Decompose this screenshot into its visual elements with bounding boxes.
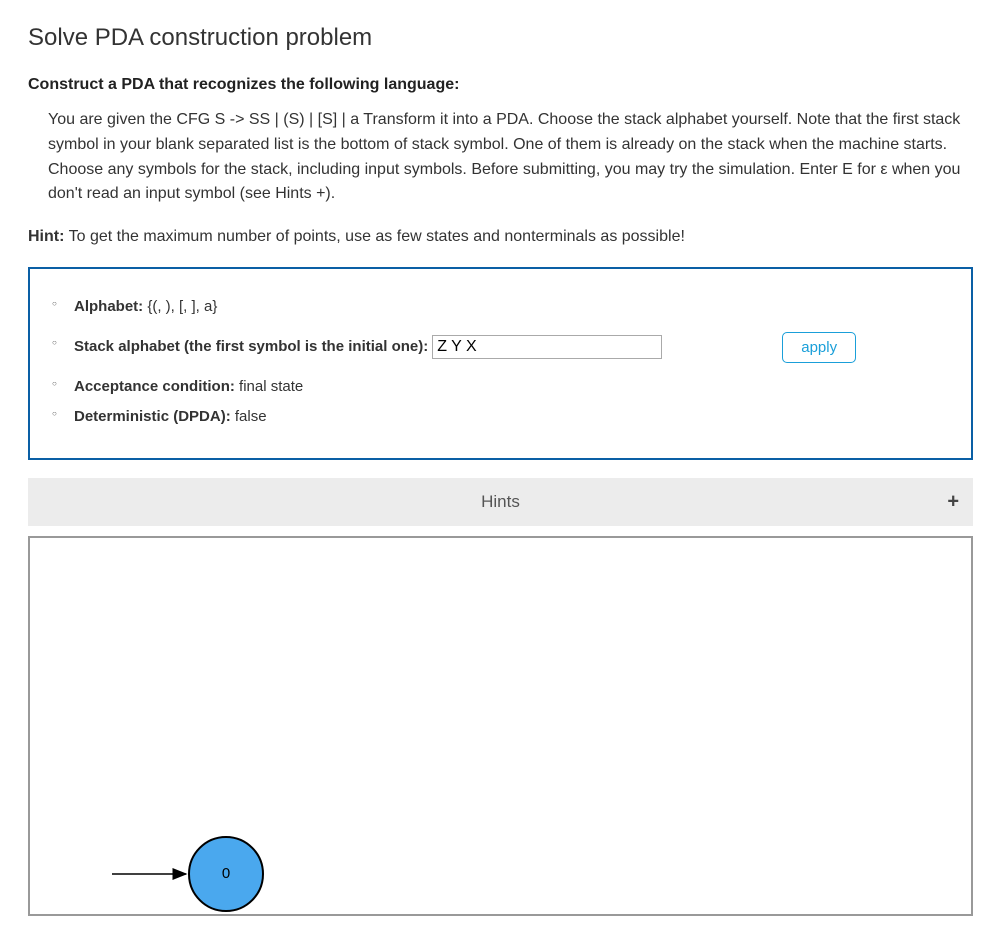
deterministic-value: false [231,408,267,425]
deterministic-label: Deterministic (DPDA): [74,408,231,425]
alphabet-label: Alphabet: [74,298,143,315]
acceptance-value: final state [235,378,303,395]
hint-label: Hint: [28,228,64,245]
problem-description: You are given the CFG S -> SS | (S) | [S… [48,108,973,207]
prompt-heading: Construct a PDA that recognizes the foll… [28,76,973,94]
hint-line: Hint: To get the maximum number of point… [28,225,973,249]
acceptance-label: Acceptance condition: [74,378,235,395]
param-deterministic: Deterministic (DPDA): false [48,403,953,432]
apply-button[interactable]: apply [782,332,856,363]
param-alphabet: Alphabet: {(, ), [, ], a} [48,293,953,322]
stack-alphabet-input[interactable] [432,335,662,359]
param-stack-alphabet: Stack alphabet (the first symbol is the … [48,332,953,363]
state-label: 0 [222,865,230,882]
page-title: Solve PDA construction problem [28,24,973,52]
param-acceptance: Acceptance condition: final state [48,373,953,402]
stack-alphabet-label: Stack alphabet (the first symbol is the … [74,333,428,362]
start-arrow [30,538,190,916]
automaton-canvas[interactable]: 0 [28,536,973,916]
state-node-0[interactable]: 0 [188,836,264,912]
expand-icon: + [947,490,959,513]
parameters-panel: Alphabet: {(, ), [, ], a} Stack alphabet… [28,267,973,460]
alphabet-value: {(, ), [, ], a} [143,298,217,315]
hint-text: To get the maximum number of points, use… [64,228,684,245]
hints-accordion-header[interactable]: Hints + [28,478,973,526]
hints-label: Hints [481,492,520,511]
